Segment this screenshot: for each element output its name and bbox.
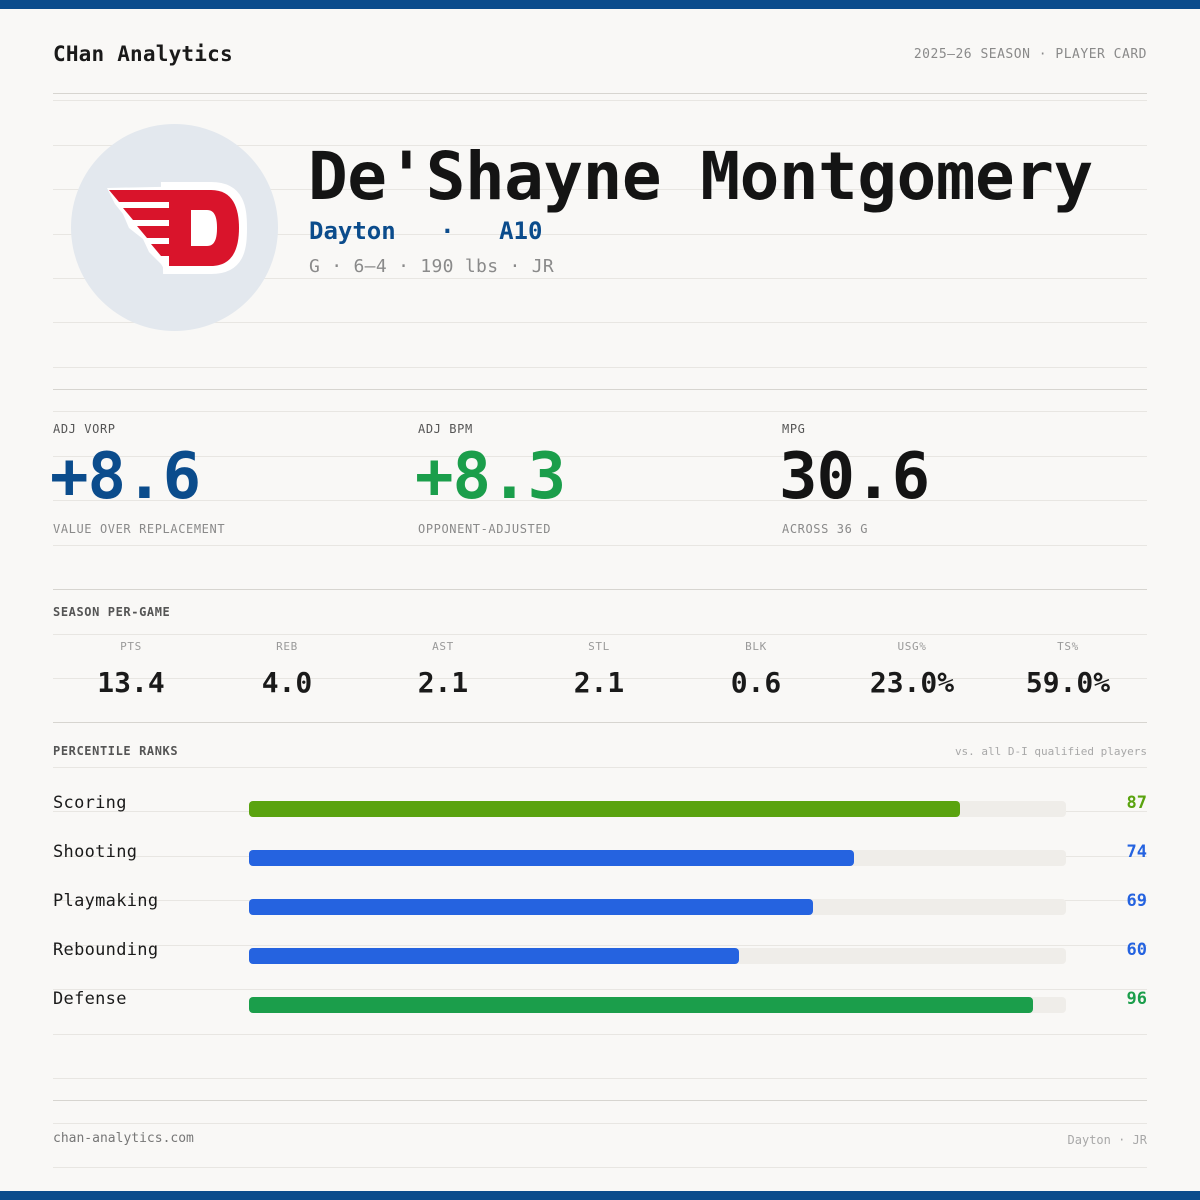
- top-accent-bar: [0, 0, 1200, 9]
- percentile-track: [249, 948, 1066, 964]
- season-label: 2025–26 SEASON · PLAYER CARD: [913, 47, 1147, 62]
- stat-label: TS%: [1057, 640, 1079, 653]
- stat-value: 0.6: [730, 666, 782, 699]
- stat-pts: PTS 13.4: [53, 640, 209, 699]
- team-conference-line: Dayton · A10: [309, 217, 542, 245]
- percentile-row-rebounding: Rebounding 60: [53, 940, 1147, 966]
- metric-sub-bpm: OPPONENT-ADJUSTED: [418, 522, 552, 536]
- percentile-row-defense: Defense 96: [53, 989, 1147, 1015]
- metric-value-bpm: +8.3: [415, 440, 566, 514]
- team-logo-badge: [71, 124, 278, 331]
- percentile-label: Defense: [53, 989, 127, 1009]
- percentile-fill: [249, 899, 813, 915]
- per-game-title: SEASON PER-GAME: [53, 605, 171, 619]
- metric-sub-mpg: ACROSS 36 G: [782, 522, 869, 536]
- percentile-fill: [249, 850, 854, 866]
- percentile-label: Rebounding: [53, 940, 159, 960]
- percentile-track: [249, 997, 1066, 1013]
- player-name: De'Shayne Montgomery: [308, 138, 1093, 215]
- percentile-title: PERCENTILE RANKS: [53, 744, 179, 758]
- stat-ast: AST 2.1: [365, 640, 521, 699]
- percentile-note: vs. all D-I qualified players: [954, 745, 1147, 758]
- stat-value: 13.4: [97, 666, 165, 699]
- percentile-fill: [249, 948, 740, 964]
- stat-label: PTS: [120, 640, 142, 653]
- percentile-row-scoring: Scoring 87: [53, 793, 1147, 819]
- percentile-track: [249, 899, 1066, 915]
- stat-blk: BLK 0.6: [678, 640, 834, 699]
- player-bio: G · 6–4 · 190 lbs · JR: [309, 256, 555, 277]
- stat-usg: USG% 23.0%: [834, 640, 990, 699]
- dayton-flyers-d-icon: [107, 182, 248, 274]
- stat-label: STL: [588, 640, 610, 653]
- stat-stl: STL 2.1: [521, 640, 677, 699]
- percentile-value: 74: [1126, 842, 1147, 862]
- stat-value: 4.0: [261, 666, 313, 699]
- footer-site-link[interactable]: chan-analytics.com: [53, 1131, 194, 1146]
- percentile-fill: [249, 997, 1034, 1013]
- stat-label: BLK: [745, 640, 767, 653]
- percentile-label: Shooting: [53, 842, 138, 862]
- stat-value: 59.0%: [1025, 666, 1111, 699]
- team-separator: ·: [440, 217, 455, 245]
- stat-label: AST: [432, 640, 454, 653]
- percentile-value: 87: [1126, 793, 1147, 813]
- footer-tag: Dayton · JR: [1067, 1133, 1147, 1147]
- percentile-row-playmaking: Playmaking 69: [53, 891, 1147, 917]
- stat-value: 23.0%: [869, 666, 955, 699]
- stat-label: USG%: [897, 640, 927, 653]
- stat-ts: TS% 59.0%: [990, 640, 1146, 699]
- conference-name: A10: [499, 217, 543, 245]
- metric-label-vorp: ADJ VORP: [53, 422, 116, 436]
- percentile-value: 60: [1126, 940, 1147, 960]
- stat-value: 2.1: [573, 666, 625, 699]
- team-name: Dayton: [309, 217, 396, 245]
- stat-value: 2.1: [417, 666, 469, 699]
- percentile-track: [249, 801, 1066, 817]
- metric-label-bpm: ADJ BPM: [418, 422, 473, 436]
- brand-title: CHan Analytics: [53, 42, 233, 66]
- percentile-row-shooting: Shooting 74: [53, 842, 1147, 868]
- bottom-accent-bar: [0, 1191, 1200, 1200]
- metric-value-mpg: 30.6: [779, 440, 930, 514]
- metric-value-vorp: +8.6: [50, 440, 201, 514]
- percentile-label: Playmaking: [53, 891, 159, 911]
- percentile-fill: [249, 801, 960, 817]
- percentile-label: Scoring: [53, 793, 127, 813]
- stat-label: REB: [276, 640, 298, 653]
- percentile-value: 96: [1126, 989, 1147, 1009]
- metric-sub-vorp: VALUE OVER REPLACEMENT: [53, 522, 226, 536]
- stat-reb: REB 4.0: [209, 640, 365, 699]
- metric-label-mpg: MPG: [782, 422, 806, 436]
- percentile-value: 69: [1126, 891, 1147, 911]
- percentile-track: [249, 850, 1066, 866]
